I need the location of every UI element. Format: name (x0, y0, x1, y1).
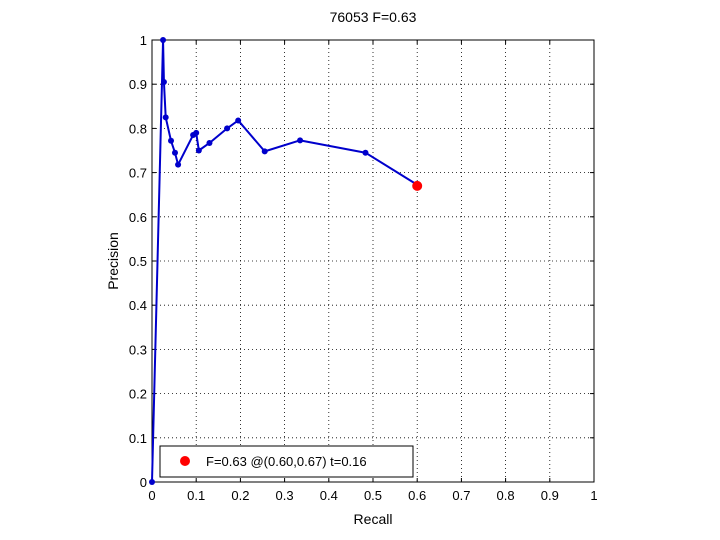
y-tick-label: 0.2 (129, 387, 147, 402)
axis-ticks: 0 0.1 0.2 0.3 0.4 0.5 0.6 0.7 0.8 0.9 1 0 0.1 0.2 0.3 0… (129, 33, 598, 503)
y-tick-label: 0.6 (129, 210, 147, 225)
best-f-point (412, 180, 423, 191)
legend: F=0.63 @(0.60,0.67) t=0.16 (159, 445, 414, 478)
pr-data-point (224, 125, 231, 132)
pr-data-point (235, 117, 242, 124)
y-tick-label: 0.1 (129, 431, 147, 446)
x-tick-label: 0.1 (187, 488, 205, 503)
x-axis-label: Recall (354, 511, 393, 527)
y-tick-label: 0.5 (129, 254, 147, 269)
y-axis-label: Precision (105, 232, 121, 290)
x-tick-label: 0.4 (320, 488, 338, 503)
pr-data-point (160, 78, 167, 85)
y-tick-label: 0.3 (129, 342, 147, 357)
pr-data-point (195, 147, 202, 154)
x-tick-label: 0.7 (452, 488, 470, 503)
x-tick-label: 0.8 (497, 488, 515, 503)
grid-lines (152, 40, 594, 482)
x-tick-label: 0.2 (231, 488, 249, 503)
pr-data-point (261, 148, 268, 155)
legend-marker (180, 456, 190, 466)
pr-data-point (168, 137, 175, 144)
pr-data-point (297, 137, 304, 144)
x-tick-label: 0 (148, 488, 155, 503)
x-tick-label: 0.9 (541, 488, 559, 503)
y-tick-label: 0.4 (129, 298, 147, 313)
x-tick-label: 0.5 (364, 488, 382, 503)
y-tick-label: 0.9 (129, 77, 147, 92)
pr-data-point (160, 37, 167, 43)
series-group (149, 37, 423, 485)
x-tick-label: 0.6 (408, 488, 426, 503)
legend-entry-best-point: F=0.63 @(0.60,0.67) t=0.16 (206, 454, 367, 469)
pr-data-point (193, 129, 200, 136)
legend-box (159, 445, 414, 478)
pr-data-point (362, 149, 369, 156)
y-tick-label: 0.7 (129, 166, 147, 181)
x-tick-label: 0.3 (276, 488, 294, 503)
pr-data-point (175, 161, 182, 168)
pr-data-point (206, 139, 213, 146)
pr-data-point (149, 479, 155, 485)
y-tick-label: 0.8 (129, 121, 147, 136)
y-tick-label: 0 (140, 475, 147, 490)
y-tick-label: 1 (140, 33, 147, 48)
pr-data-point (162, 114, 169, 121)
chart-title: 76053 F=0.63 (330, 9, 417, 25)
x-tick-label: 1 (590, 488, 597, 503)
pr-data-point (171, 149, 178, 156)
